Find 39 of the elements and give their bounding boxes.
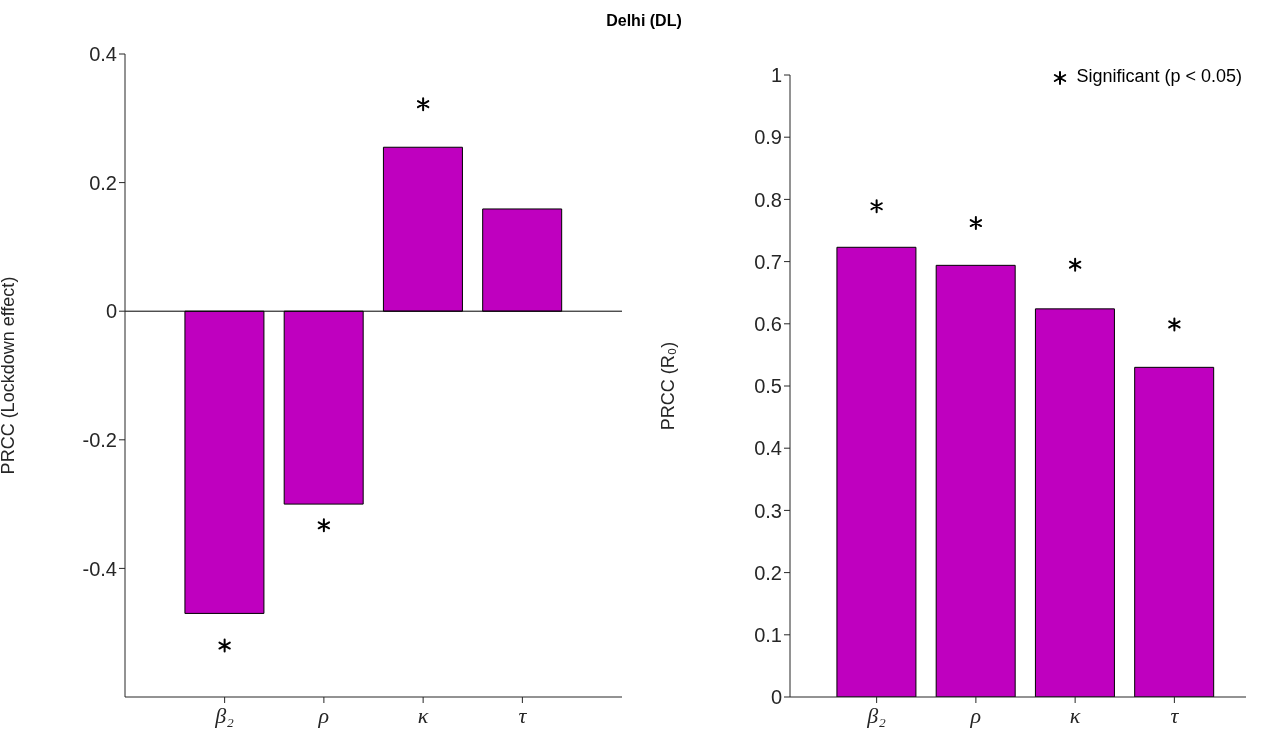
y-tick-label: 0.4 [754,437,782,460]
y-tick-label: 0.3 [754,499,782,522]
chart-title: Delhi (DL) [605,12,683,30]
y-tick-label: 0.4 [89,43,117,66]
x-tick-label: τ [1170,703,1180,728]
y-tick-label: 0.2 [754,561,782,584]
y-axis-title: PRCC (R₀) [658,341,679,431]
point [1168,317,1181,332]
y-tick-label: 0.6 [754,312,782,335]
point [416,97,430,112]
y-tick-label: 0.5 [754,375,782,398]
point [1068,257,1082,272]
x-tick-label: κ [1069,703,1081,728]
y-tick-label: -0.4 [82,557,117,580]
y-tick-label: 0.9 [754,126,782,149]
y-tick-label: 0.7 [754,250,782,273]
bar [1034,308,1115,697]
x-tick-label: β₂ [214,703,235,728]
bar [1134,366,1215,697]
point [218,638,231,653]
legend-label: Significant (p < 0.05) [1076,66,1242,87]
x-tick-label: τ [518,703,528,728]
x-tick-label: β₂ [866,703,887,728]
y-tick-label: 0 [105,300,117,323]
point [969,216,983,231]
point [870,199,883,214]
y-tick-label: -0.2 [82,428,117,451]
y-tick-label: 0.1 [754,623,782,646]
y-tick-label: 0 [770,686,782,709]
bar [836,246,917,697]
y-tick-label: 1 [770,64,782,87]
x-tick-label: ρ [969,703,982,728]
x-tick-label: ρ [317,703,330,728]
y-axis-title: PRCC (Lockdown effect) [0,276,19,475]
x-tick-label: κ [417,703,429,728]
point [317,518,331,533]
y-tick-label: 0.8 [754,188,782,211]
y-tick-label: 0.2 [89,171,117,194]
bar [935,264,1016,697]
